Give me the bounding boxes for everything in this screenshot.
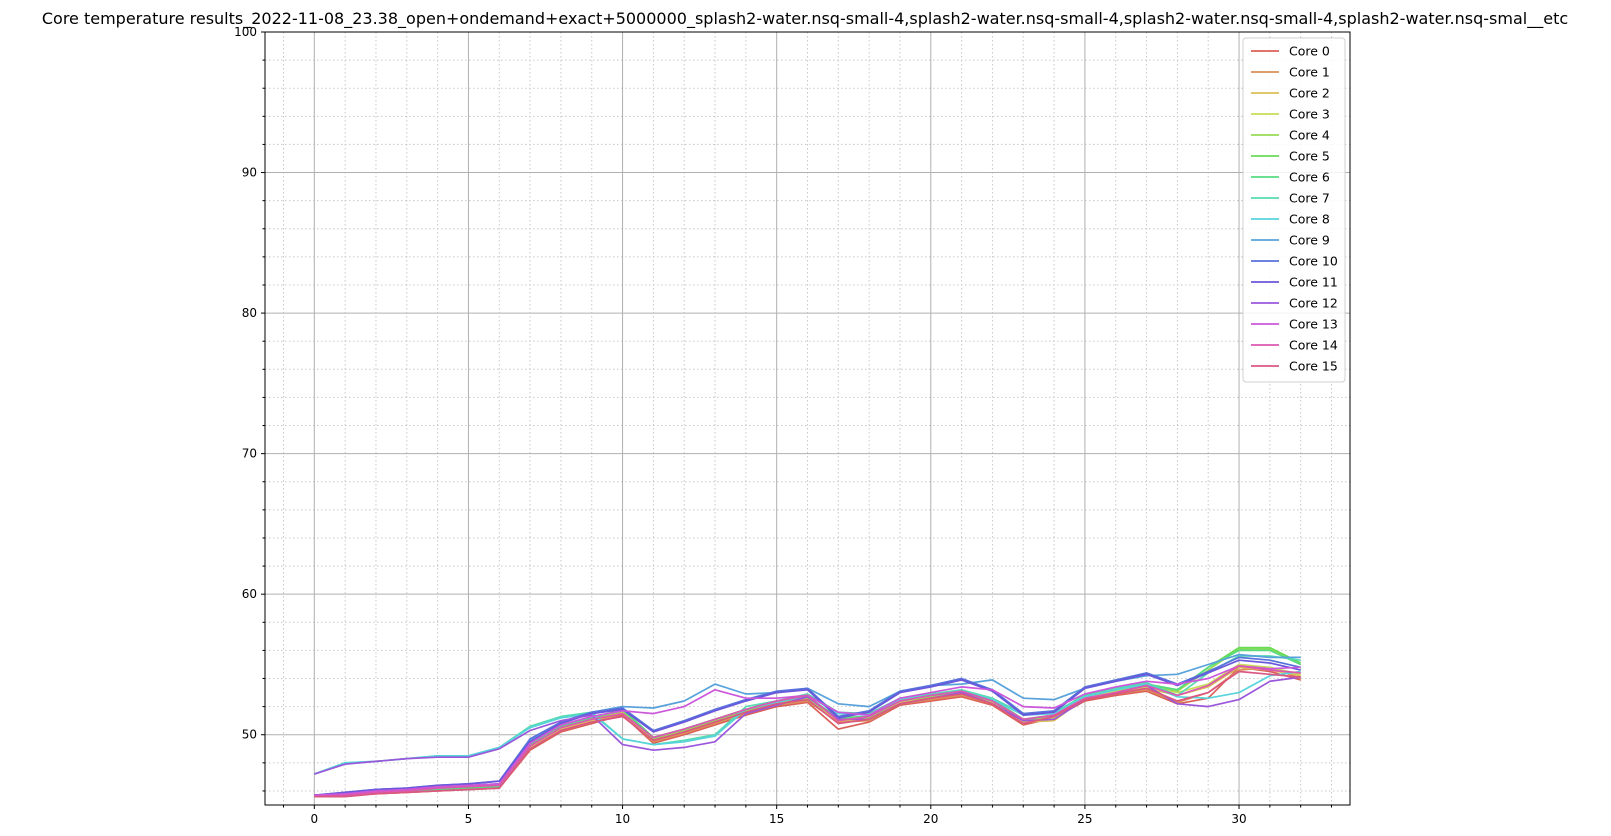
axis-ticks: 0 5 10 15 20 25 30 50 60 70 80 90 100 [234,25,1333,826]
legend-label: Core 5 [1289,149,1330,164]
y-tick-label: 70 [242,447,257,461]
x-tick-label: 5 [465,812,473,826]
legend-label: Core 9 [1289,233,1330,248]
legend-box [1242,37,1346,383]
x-tick-label: 30 [1231,812,1246,826]
x-tick-label: 10 [615,812,630,826]
x-tick-label: 25 [1077,812,1092,826]
legend-label: Core 15 [1289,359,1338,374]
y-tick-label: 90 [242,166,257,180]
y-tick-label: 80 [242,306,257,320]
legend-label: Core 10 [1289,254,1338,269]
legend-label: Core 12 [1289,296,1338,311]
legend-label: Core 13 [1289,317,1338,332]
series-lines [314,646,1302,798]
chart-title: Core temperature results_2022-11-08_23.3… [42,9,1568,29]
x-tick-label: 15 [769,812,784,826]
y-tick-label: 60 [242,587,257,601]
series-line-core-14 [314,665,1301,798]
x-tick-label: 0 [310,812,318,826]
minor-grid [265,32,1350,805]
legend-label: Core 2 [1289,86,1330,101]
series-line-core-15 [314,670,1301,798]
legend-label: Core 11 [1289,275,1338,290]
legend-label: Core 6 [1289,170,1330,185]
x-tick-label: 20 [923,812,938,826]
legend-label: Core 0 [1289,44,1330,59]
y-tick-label: 100 [234,25,257,39]
legend-label: Core 14 [1289,338,1338,353]
series-line-core-11 [314,659,1301,797]
legend: Core 0 Core 1 Core 2 Core 3 Core 4 Core 5 Core… [1242,37,1346,383]
legend-label: Core 4 [1289,128,1330,143]
legend-label: Core 7 [1289,191,1330,206]
legend-label: Core 1 [1289,65,1330,80]
legend-label: Core 8 [1289,212,1330,227]
legend-label: Core 3 [1289,107,1330,122]
y-tick-label: 50 [242,728,257,742]
